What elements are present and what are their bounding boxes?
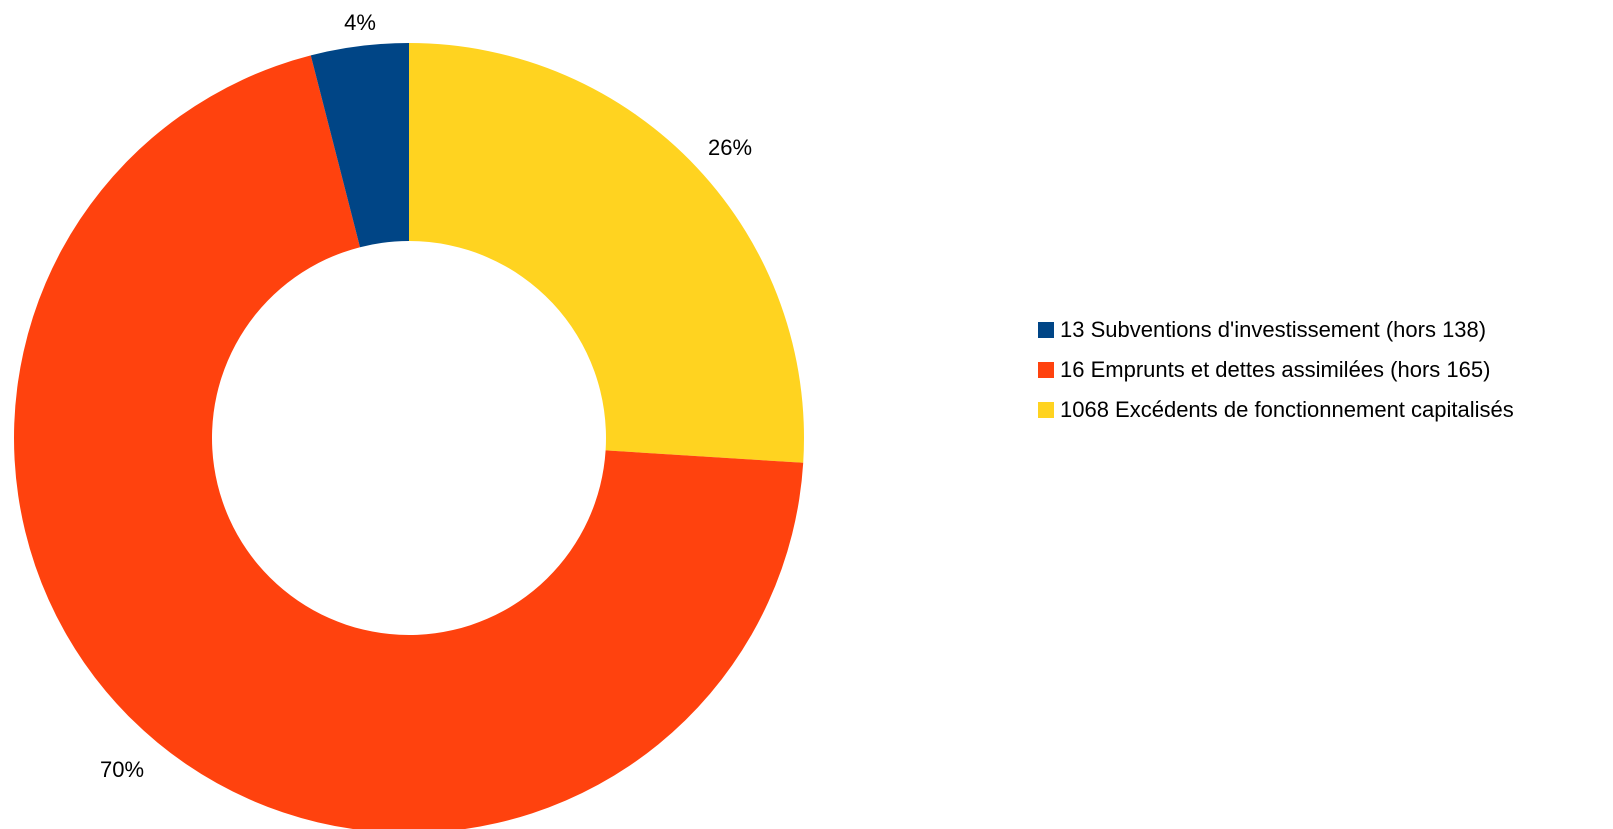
legend-swatch-excedents bbox=[1038, 402, 1054, 418]
legend-item-excedents: 1068 Excédents de fonctionnement capital… bbox=[1038, 397, 1514, 423]
slice-excedents bbox=[409, 43, 805, 463]
data-label-subventions: 4% bbox=[344, 10, 376, 35]
legend-label-excedents: 1068 Excédents de fonctionnement capital… bbox=[1060, 397, 1514, 422]
data-labels: 4% 70% 26% bbox=[100, 10, 752, 782]
legend-label-emprunts: 16 Emprunts et dettes assimilées (hors 1… bbox=[1060, 357, 1491, 382]
legend-item-emprunts: 16 Emprunts et dettes assimilées (hors 1… bbox=[1038, 357, 1514, 383]
data-label-excedents: 26% bbox=[708, 135, 752, 160]
slice-subventions bbox=[310, 43, 409, 248]
chart-legend: 13 Subventions d'investissement (hors 13… bbox=[1038, 317, 1514, 437]
legend-swatch-emprunts bbox=[1038, 362, 1054, 378]
legend-label-subventions: 13 Subventions d'investissement (hors 13… bbox=[1060, 317, 1487, 342]
data-label-emprunts: 70% bbox=[100, 757, 144, 782]
donut-slices bbox=[14, 43, 805, 829]
legend-swatch-subventions bbox=[1038, 322, 1054, 338]
slice-emprunts bbox=[14, 55, 804, 829]
legend-item-subventions: 13 Subventions d'investissement (hors 13… bbox=[1038, 317, 1514, 343]
